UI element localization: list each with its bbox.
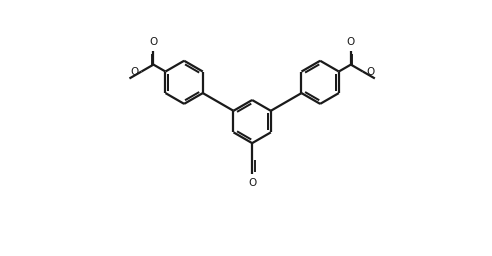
Text: O: O: [248, 178, 256, 188]
Text: O: O: [366, 67, 374, 77]
Text: O: O: [130, 67, 138, 77]
Text: O: O: [150, 37, 157, 47]
Text: O: O: [347, 37, 355, 47]
